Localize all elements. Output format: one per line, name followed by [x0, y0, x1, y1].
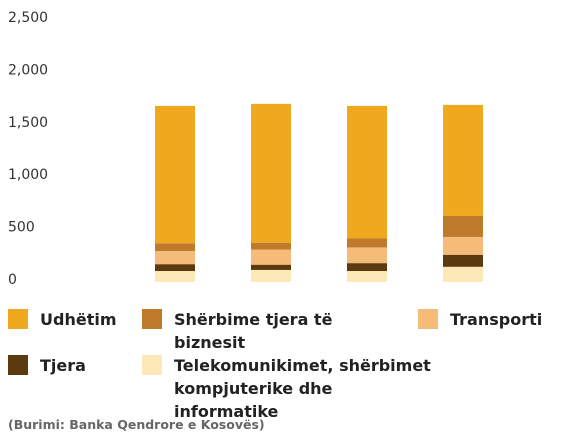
legend-swatch	[8, 309, 28, 329]
y-tick-label: 2,500	[8, 10, 48, 26]
bar-segment	[251, 269, 291, 282]
legend-item: Telekomunikimet, shërbimet kompjuterike …	[142, 354, 442, 423]
y-tick-label: 1,000	[8, 167, 48, 183]
bar-segment	[443, 254, 483, 267]
bar-segment	[155, 243, 195, 252]
bar-segment	[347, 247, 387, 264]
y-tick-label: 2,000	[8, 62, 48, 78]
legend-item: Udhëtim	[8, 308, 118, 331]
legend-label: Telekomunikimet, shërbimet kompjuterike …	[174, 356, 431, 421]
bar-segment	[251, 242, 291, 250]
source: (Burimi: Banka Qendrore e Kosovës)	[8, 417, 265, 432]
y-tick-label: 1,500	[8, 115, 48, 131]
bar-segment	[251, 249, 291, 265]
legend-swatch	[418, 309, 438, 329]
bar-segment	[155, 251, 195, 265]
bar-segment	[155, 270, 195, 282]
bar-segment	[155, 105, 195, 244]
bar-segment	[155, 264, 195, 271]
legend-item: Shërbime tjera të biznesit	[142, 308, 402, 354]
bar-segment	[347, 238, 387, 248]
bar-segment	[347, 263, 387, 271]
bar-segment	[443, 104, 483, 216]
bar-segment	[443, 236, 483, 255]
bar-segment	[251, 264, 291, 270]
legend-label: Transporti	[450, 310, 543, 329]
legend-label: Shërbime tjera të biznesit	[174, 310, 333, 352]
y-tick-label: 500	[8, 220, 35, 236]
legend-label: Udhëtim	[40, 310, 117, 329]
legend-swatch	[142, 309, 162, 329]
bar-segment	[347, 270, 387, 282]
legend-label: Tjera	[40, 356, 86, 375]
y-tick-label: 0	[8, 272, 17, 288]
legend-swatch	[142, 355, 162, 375]
bar-segment	[251, 103, 291, 243]
bar-segment	[443, 266, 483, 282]
chart: 0 500 1,000 1,500 2,000 2,500	[8, 10, 483, 288]
legend-swatch	[8, 355, 28, 375]
legend-item: Tjera	[8, 354, 118, 377]
bar-segment	[443, 215, 483, 237]
legend-item: Transporti	[418, 308, 578, 331]
bar-segment	[347, 105, 387, 239]
